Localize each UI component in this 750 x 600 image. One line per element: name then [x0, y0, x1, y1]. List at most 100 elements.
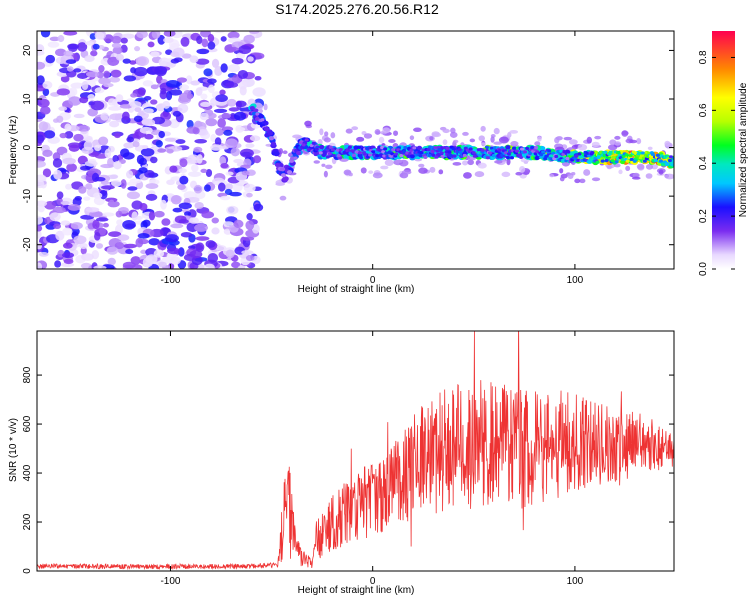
ridge-blob	[313, 152, 318, 157]
noise-blob	[108, 199, 115, 208]
noise-blob	[83, 140, 94, 151]
ridge-halo-blob	[372, 172, 383, 179]
noise-blob	[65, 59, 77, 64]
ridge-halo-blob	[559, 176, 565, 182]
ridge-halo-blob	[591, 177, 601, 182]
noise-blob	[93, 265, 107, 269]
ridge-halo-blob	[563, 136, 573, 141]
noise-blob	[236, 52, 246, 60]
ridge-blob	[380, 146, 385, 150]
noise-blob	[181, 53, 192, 59]
ridge-halo-blob	[625, 165, 631, 172]
ridge-blob	[387, 150, 392, 155]
ridge-blob	[541, 150, 546, 154]
noise-blob	[165, 49, 173, 55]
noise-blob	[100, 112, 109, 121]
noise-blob	[74, 196, 83, 201]
noise-blob	[56, 115, 64, 123]
noise-blob	[233, 111, 247, 121]
snr-y-tick-label: 200	[22, 513, 33, 530]
noise-blob	[215, 244, 227, 251]
ridge-halo-blob	[478, 135, 485, 142]
ridge-blob	[273, 151, 280, 157]
spectrogram-x-tick-label: 100	[567, 275, 584, 286]
noise-blob	[160, 199, 167, 210]
ridge-halo-blob	[351, 126, 359, 131]
ridge-halo-blob	[345, 128, 353, 134]
ridge-blob	[452, 154, 457, 158]
noise-blob	[217, 118, 226, 128]
noise-blob	[114, 132, 121, 139]
snr-series-line	[37, 331, 674, 571]
colorbar-tick-label: 0.4	[698, 156, 709, 170]
noise-blob	[37, 229, 42, 240]
ridge-halo-blob	[480, 125, 486, 132]
ridge-halo-blob	[568, 139, 578, 145]
ridge-blob	[448, 153, 453, 158]
ridge-halo-blob	[586, 136, 593, 144]
ridge-blob	[468, 147, 473, 151]
ridge-blob	[515, 149, 520, 153]
noise-blob	[95, 217, 109, 222]
ridge-blob	[439, 151, 444, 155]
noise-blob	[126, 181, 137, 186]
colorbar-tick-label: 0.8	[698, 50, 709, 64]
noise-blob	[134, 107, 142, 113]
ridge-halo-blob	[493, 141, 502, 145]
snr-x-tick-label: 0	[370, 576, 376, 587]
ridge-blob	[458, 150, 463, 154]
ridge-blob	[442, 145, 447, 150]
ridge-halo-blob	[493, 127, 500, 135]
ridge-blob	[327, 152, 332, 156]
noise-blob	[214, 66, 223, 77]
ridge-halo-blob	[324, 131, 329, 137]
noise-blob	[116, 219, 123, 226]
noise-blob	[129, 101, 142, 108]
ridge-halo-blob	[664, 173, 674, 180]
snr-x-tick-label: -100	[160, 576, 180, 587]
noise-blob	[73, 133, 84, 142]
ridge-halo-blob	[618, 169, 623, 175]
noise-blob	[231, 261, 241, 269]
noise-blob	[130, 67, 137, 74]
noise-blob	[142, 219, 151, 227]
noise-blob	[211, 217, 219, 224]
ridge-blob	[566, 150, 571, 154]
noise-blob	[169, 256, 181, 265]
ridge-blob	[620, 158, 625, 162]
ridge-halo-blob	[501, 171, 511, 178]
noise-blob	[98, 77, 112, 85]
ridge-blob	[604, 158, 609, 163]
noise-blob	[122, 152, 135, 160]
noise-blob	[85, 41, 95, 46]
noise-blob	[233, 219, 244, 229]
ridge-blob	[653, 158, 658, 162]
noise-blob	[223, 129, 233, 136]
spectrogram-frame	[36, 30, 675, 270]
noise-blob	[102, 222, 109, 228]
noise-blob	[108, 105, 122, 111]
ridge-blob	[405, 151, 410, 155]
noise-blob	[38, 121, 49, 131]
ridge-blob	[409, 154, 415, 159]
ridge-halo-blob	[442, 128, 450, 134]
ridge-blob	[445, 146, 450, 150]
spectrogram-y-tick-label: 0	[22, 144, 33, 150]
ridge-blob	[338, 147, 343, 152]
noise-blob	[207, 41, 216, 50]
ridge-halo-blob	[414, 158, 423, 162]
noise-blob	[241, 236, 255, 241]
ridge-halo-blob	[606, 165, 613, 170]
ridge-blob	[268, 136, 275, 141]
ridge-blob	[530, 145, 535, 150]
ridge-blob	[480, 148, 485, 152]
noise-blob	[248, 31, 260, 35]
noise-blob	[228, 107, 240, 112]
noise-blob	[195, 242, 205, 253]
ridge-halo-blob	[393, 130, 399, 136]
noise-blob	[188, 171, 202, 177]
ridge-halo-blob	[282, 150, 288, 155]
ridge-blob	[611, 155, 616, 159]
ridge-blob	[525, 146, 530, 151]
noise-blob	[254, 75, 262, 81]
